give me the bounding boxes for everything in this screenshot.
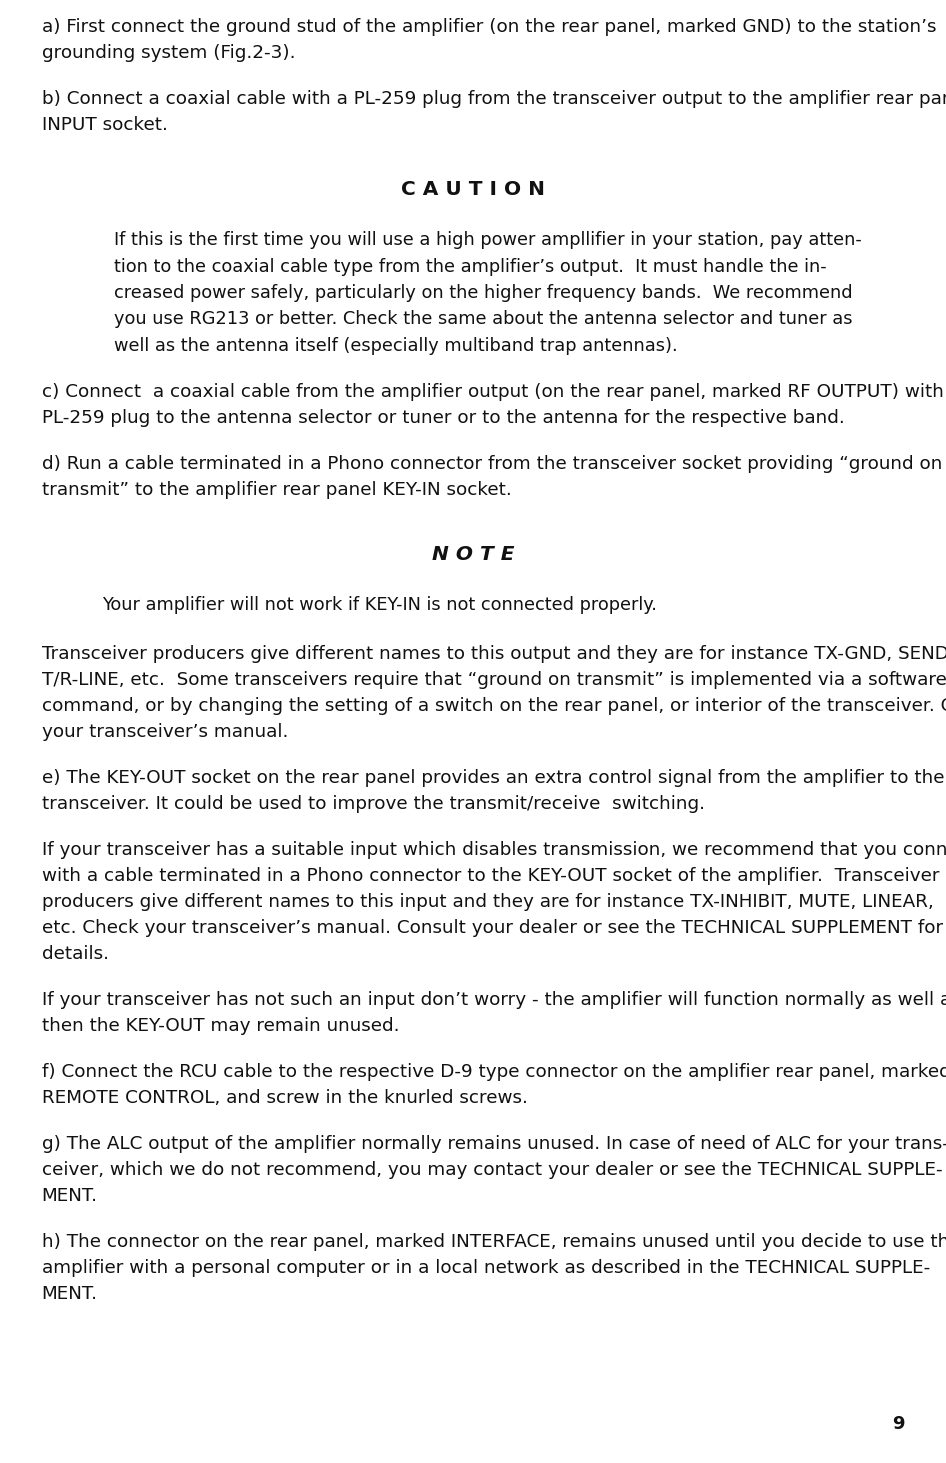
Text: MENT.: MENT.	[42, 1285, 97, 1304]
Text: your transceiver’s manual.: your transceiver’s manual.	[42, 723, 288, 740]
Text: b) Connect a coaxial cable with a PL-259 plug from the transceiver output to the: b) Connect a coaxial cable with a PL-259…	[42, 91, 946, 108]
Text: grounding system (Fig.2-3).: grounding system (Fig.2-3).	[42, 44, 295, 61]
Text: PL-259 plug to the antenna selector or tuner or to the antenna for the respectiv: PL-259 plug to the antenna selector or t…	[42, 410, 845, 427]
Text: 9: 9	[892, 1415, 904, 1432]
Text: If your transceiver has not such an input don’t worry - the amplifier will funct: If your transceiver has not such an inpu…	[42, 990, 946, 1009]
Text: details.: details.	[42, 945, 109, 963]
Text: If this is the first time you will use a high power ampllifier in your station, : If this is the first time you will use a…	[114, 231, 862, 249]
Text: ceiver, which we do not recommend, you may contact your dealer or see the TECHNI: ceiver, which we do not recommend, you m…	[42, 1162, 942, 1179]
Text: command, or by changing the setting of a switch on the rear panel, or interior o: command, or by changing the setting of a…	[42, 696, 946, 714]
Text: with a cable terminated in a Phono connector to the KEY-OUT socket of the amplif: with a cable terminated in a Phono conne…	[42, 866, 939, 885]
Text: you use RG213 or better. Check the same about the antenna selector and tuner as: you use RG213 or better. Check the same …	[114, 310, 852, 328]
Text: amplifier with a personal computer or in a local network as described in the TEC: amplifier with a personal computer or in…	[42, 1260, 930, 1277]
Text: h) The connector on the rear panel, marked INTERFACE, remains unused until you d: h) The connector on the rear panel, mark…	[42, 1233, 946, 1251]
Text: producers give different names to this input and they are for instance TX-INHIBI: producers give different names to this i…	[42, 892, 934, 911]
Text: g) The ALC output of the amplifier normally remains unused. In case of need of A: g) The ALC output of the amplifier norma…	[42, 1135, 946, 1153]
Text: MENT.: MENT.	[42, 1186, 97, 1206]
Text: a) First connect the ground stud of the amplifier (on the rear panel, marked GND: a) First connect the ground stud of the …	[42, 18, 937, 37]
Text: INPUT socket.: INPUT socket.	[42, 116, 167, 135]
Text: T/R-LINE, etc.  Some transceivers require that “ground on transmit” is implement: T/R-LINE, etc. Some transceivers require…	[42, 670, 946, 689]
Text: creased power safely, particularly on the higher frequency bands.  We recommend: creased power safely, particularly on th…	[114, 284, 852, 301]
Text: etc. Check your transceiver’s manual. Consult your dealer or see the TECHNICAL S: etc. Check your transceiver’s manual. Co…	[42, 919, 943, 936]
Text: Your amplifier will not work if KEY-IN is not connected properly.: Your amplifier will not work if KEY-IN i…	[101, 597, 657, 614]
Text: If your transceiver has a suitable input which disables transmission, we recomme: If your transceiver has a suitable input…	[42, 841, 946, 859]
Text: tion to the coaxial cable type from the amplifier’s output.  It must handle the : tion to the coaxial cable type from the …	[114, 257, 826, 275]
Text: d) Run a cable terminated in a Phono connector from the transceiver socket provi: d) Run a cable terminated in a Phono con…	[42, 455, 942, 473]
Text: c) Connect  a coaxial cable from the amplifier output (on the rear panel, marked: c) Connect a coaxial cable from the ampl…	[42, 383, 946, 401]
Text: then the KEY-OUT may remain unused.: then the KEY-OUT may remain unused.	[42, 1017, 399, 1034]
Text: well as the antenna itself (especially multiband trap antennas).: well as the antenna itself (especially m…	[114, 336, 677, 354]
Text: f) Connect the RCU cable to the respective D-9 type connector on the amplifier r: f) Connect the RCU cable to the respecti…	[42, 1064, 946, 1081]
Text: REMOTE CONTROL, and screw in the knurled screws.: REMOTE CONTROL, and screw in the knurled…	[42, 1088, 528, 1107]
Text: Transceiver producers give different names to this output and they are for insta: Transceiver producers give different nam…	[42, 645, 946, 663]
Text: transceiver. It could be used to improve the transmit/receive  switching.: transceiver. It could be used to improve…	[42, 794, 705, 813]
Text: transmit” to the amplifier rear panel KEY-IN socket.: transmit” to the amplifier rear panel KE…	[42, 481, 512, 499]
Text: e) The KEY-OUT socket on the rear panel provides an extra control signal from th: e) The KEY-OUT socket on the rear panel …	[42, 768, 944, 787]
Text: C A U T I O N: C A U T I O N	[401, 180, 545, 199]
Text: N O T E: N O T E	[431, 546, 515, 565]
